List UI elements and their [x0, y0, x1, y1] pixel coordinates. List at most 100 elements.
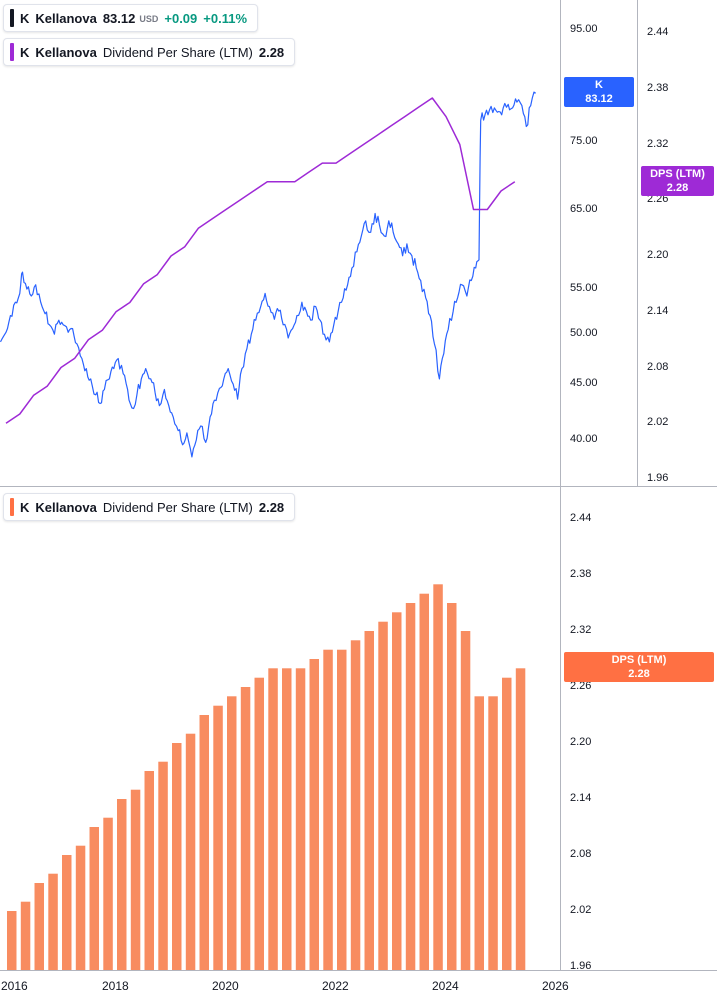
axis-tick-label: 2.08 [647, 361, 668, 373]
dps-bar[interactable] [103, 818, 113, 970]
dps-bar[interactable] [227, 696, 237, 970]
dps-bar[interactable] [282, 668, 292, 970]
dps-bar[interactable] [392, 612, 402, 970]
time-axis-year-label: 2018 [102, 979, 129, 993]
dps-bar[interactable] [488, 696, 498, 970]
series-color-icon [10, 9, 14, 27]
dps-bar[interactable] [21, 902, 31, 970]
dps-bar[interactable] [502, 678, 512, 970]
dps-bar[interactable] [420, 594, 430, 970]
axis-tick-label: 2.20 [570, 736, 591, 748]
dps-bar[interactable] [241, 687, 251, 970]
series-color-icon [10, 43, 14, 61]
dps-bar[interactable] [213, 706, 223, 970]
dps-bar[interactable] [296, 668, 306, 970]
time-axis-year-label: 2022 [322, 979, 349, 993]
dps-bar[interactable] [200, 715, 210, 970]
legend-price-series[interactable]: K Kellanova 83.12 USD +0.09 +0.11% [3, 4, 258, 32]
axis-tick-label: 2.08 [570, 848, 591, 860]
axis-tick-label: 2.02 [647, 416, 668, 428]
axis-tick-label: 2.14 [647, 305, 668, 317]
dps-tag-value: 2.28 [566, 667, 712, 681]
time-axis-year-label: 2016 [1, 979, 28, 993]
dps-bar[interactable] [475, 696, 485, 970]
price-change-pct: +0.11% [203, 11, 247, 26]
axis-tick-label: 2.32 [647, 138, 668, 150]
symbol-name: Kellanova [35, 45, 96, 60]
metric-name: Dividend Per Share (LTM) [103, 500, 253, 515]
dps-bar[interactable] [48, 874, 58, 970]
chart-app: { "colors": { "price_color": "#2962FF", … [0, 0, 717, 1005]
axis-tick-label: 1.96 [647, 472, 668, 484]
dps-bar[interactable] [461, 631, 471, 970]
dps-bar[interactable] [310, 659, 320, 970]
last-price: 83.12 [103, 11, 136, 26]
axis-tick-label: 2.44 [570, 512, 591, 524]
dps-tag-value: 2.28 [643, 181, 712, 195]
currency-label: USD [139, 14, 158, 24]
axis-tick-label: 50.00 [570, 327, 598, 339]
dps-bar[interactable] [255, 678, 265, 970]
symbol-ticker: K [20, 11, 29, 26]
metric-value: 2.28 [259, 45, 284, 60]
dps-chart-canvas[interactable] [0, 487, 560, 970]
dps-tag-title: DPS (LTM) [566, 653, 712, 667]
legend-dps-series[interactable]: K Kellanova Dividend Per Share (LTM) 2.2… [3, 493, 295, 521]
last-price-tag-symbol: K [566, 78, 632, 92]
dps-bar[interactable] [406, 603, 416, 970]
dps-bar[interactable] [158, 762, 168, 970]
dps-bar[interactable] [62, 855, 72, 970]
dps-axis-bottom[interactable]: DPS (LTM) 2.28 2.442.382.322.262.202.142… [560, 487, 717, 970]
dps-bar[interactable] [35, 883, 45, 970]
dps-bar[interactable] [323, 650, 333, 970]
legend-dps-overlay[interactable]: K Kellanova Dividend Per Share (LTM) 2.2… [3, 38, 295, 66]
time-axis[interactable]: 201620182020202220242026 [0, 970, 717, 1005]
dps-bar[interactable] [186, 734, 196, 970]
dps-bar[interactable] [351, 640, 361, 970]
dps-bar[interactable] [76, 846, 86, 970]
symbol-ticker: K [20, 500, 29, 515]
dps-bar[interactable] [337, 650, 347, 970]
dps-bar[interactable] [145, 771, 155, 970]
dps-bar[interactable] [365, 631, 375, 970]
axis-tick-label: 2.20 [647, 249, 668, 261]
last-price-tag-value: 83.12 [566, 92, 632, 106]
axis-tick-label: 2.32 [570, 624, 591, 636]
time-axis-year-label: 2020 [212, 979, 239, 993]
bottom-legend: K Kellanova Dividend Per Share (LTM) 2.2… [3, 493, 295, 521]
dps-bar[interactable] [516, 668, 526, 970]
top-legend: K Kellanova 83.12 USD +0.09 +0.11% K Kel… [3, 4, 295, 66]
axis-tick-label: 55.00 [570, 282, 598, 294]
panel-divider[interactable] [0, 486, 717, 487]
dps-bar[interactable] [7, 911, 17, 970]
last-price-tag: K 83.12 [564, 77, 634, 107]
dps-tag-title: DPS (LTM) [643, 167, 712, 181]
dps-axis-top[interactable]: DPS (LTM) 2.28 2.442.382.322.262.202.142… [637, 0, 717, 486]
symbol-ticker: K [20, 45, 29, 60]
axis-tick-label: 40.00 [570, 433, 598, 445]
axis-tick-label: 2.44 [647, 26, 668, 38]
axis-tick-label: 2.02 [570, 904, 591, 916]
dps-bar[interactable] [447, 603, 457, 970]
metric-value: 2.28 [259, 500, 284, 515]
axis-tick-label: 2.38 [570, 568, 591, 580]
dps-panel: DPS (LTM) 2.28 2.442.382.322.262.202.142… [0, 487, 717, 970]
symbol-name: Kellanova [35, 11, 96, 26]
axis-tick-label: 2.14 [570, 792, 591, 804]
dps-bar[interactable] [131, 790, 141, 970]
dps-bar[interactable] [117, 799, 127, 970]
dps-bar[interactable] [90, 827, 100, 970]
axis-tick-label: 65.00 [570, 203, 598, 215]
dps-bar[interactable] [433, 584, 443, 970]
price-chart-canvas[interactable] [0, 0, 560, 486]
series-color-icon [10, 498, 14, 516]
price-change-abs: +0.09 [164, 11, 197, 26]
symbol-name: Kellanova [35, 500, 96, 515]
metric-name: Dividend Per Share (LTM) [103, 45, 253, 60]
dps-bar[interactable] [268, 668, 278, 970]
dps-bar[interactable] [378, 622, 388, 970]
axis-tick-label: 75.00 [570, 135, 598, 147]
dps-bar[interactable] [172, 743, 182, 970]
price-axis[interactable]: K 83.12 95.0075.0065.0055.0050.0045.0040… [560, 0, 637, 486]
dps-value-tag-top: DPS (LTM) 2.28 [641, 166, 714, 196]
